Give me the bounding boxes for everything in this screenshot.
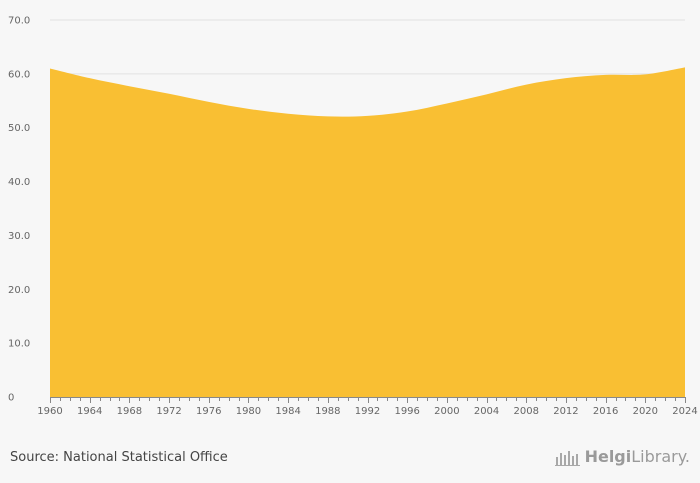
x-tick-label: 2004 — [474, 406, 499, 417]
y-tick-label: 30.0 — [8, 231, 30, 242]
brand-name: Helgi — [584, 447, 632, 466]
x-tick-label: 1992 — [355, 406, 380, 417]
x-tick-label: 1984 — [275, 406, 300, 417]
y-tick-label: 10.0 — [8, 339, 30, 350]
x-axis-ticks: 1960 1964 1968 1972 1976 1980 1984 1988 1992 1996… — [37, 397, 698, 417]
x-tick-label: 2008 — [514, 406, 539, 417]
brand-suffix: Library. — [631, 447, 690, 466]
x-tick-label: 2020 — [633, 406, 658, 417]
x-tick-label: 2024 — [672, 406, 697, 417]
x-tick-label: 1996 — [394, 406, 419, 417]
x-tick-label: 2016 — [593, 406, 618, 417]
area-series — [50, 67, 685, 397]
x-tick-label: 2012 — [553, 406, 578, 417]
y-tick-label: 20.0 — [8, 285, 30, 296]
x-tick-label: 1960 — [37, 406, 62, 417]
y-axis-ticks: 0 10.0 20.0 30.0 40.0 50.0 60.0 70.0 — [8, 16, 30, 404]
x-tick-label: 1968 — [117, 406, 142, 417]
y-tick-label: 40.0 — [8, 177, 30, 188]
y-tick-label: 60.0 — [8, 69, 30, 80]
x-tick-label: 1976 — [196, 406, 221, 417]
x-tick-label: 1988 — [315, 406, 340, 417]
y-tick-label: 70.0 — [8, 16, 30, 27]
brand-logo: HelgiLibrary. — [554, 447, 690, 466]
area-fill — [50, 67, 685, 397]
library-icon — [554, 450, 580, 466]
source-note: Source: National Statistical Office — [10, 450, 228, 465]
y-tick-label: 0 — [8, 393, 14, 404]
x-tick-label: 1980 — [236, 406, 261, 417]
x-tick-label: 2000 — [434, 406, 459, 417]
x-tick-label: 1964 — [77, 406, 102, 417]
y-tick-label: 50.0 — [8, 123, 30, 134]
x-tick-label: 1972 — [156, 406, 181, 417]
area-chart: 010.020.030.040.050.060.070.0 1960 1964 19… — [8, 16, 698, 418]
